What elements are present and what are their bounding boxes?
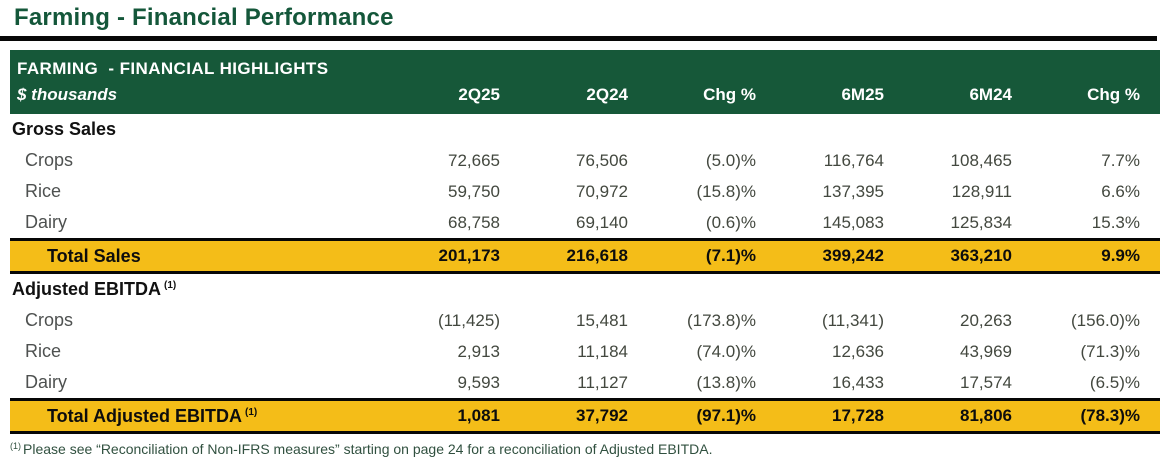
row-label: Dairy bbox=[25, 372, 68, 392]
cell-2q25: 72,665 bbox=[448, 150, 500, 170]
table-row-ebitda-crops: Crops (11,425) 15,481 (173.8)% (11,341) … bbox=[10, 305, 1160, 336]
cell-chg-q: (97.1)% bbox=[696, 406, 756, 425]
cell-6m25: 16,433 bbox=[832, 372, 884, 392]
table-row-ebitda-dairy: Dairy 9,593 11,127 (13.8)% 16,433 17,574… bbox=[10, 367, 1160, 398]
cell-6m25: 145,083 bbox=[822, 212, 884, 232]
cell-6m25: 137,395 bbox=[822, 181, 884, 201]
cell-2q24: 76,506 bbox=[576, 150, 628, 170]
cell-2q25: 2,913 bbox=[457, 341, 500, 361]
cell-6m24: 125,834 bbox=[950, 212, 1012, 232]
column-header-chg-q: Chg % bbox=[703, 85, 756, 104]
cell-2q25: 1,081 bbox=[457, 406, 500, 425]
cell-chg-q: (13.8)% bbox=[696, 372, 756, 392]
cell-chg-q: (5.0)% bbox=[705, 150, 756, 170]
cell-chg-q: (173.8)% bbox=[687, 310, 756, 330]
footnote: (1) Please see “Reconciliation of Non-IFR… bbox=[10, 441, 1169, 457]
section-label: Gross Sales bbox=[12, 119, 117, 139]
cell-2q25: 9,593 bbox=[457, 372, 500, 392]
footnote-ref: (1) bbox=[245, 406, 258, 418]
cell-6m24: 81,806 bbox=[960, 406, 1012, 425]
unit-label: $ thousands bbox=[17, 85, 118, 104]
table-row-total-adjusted-ebitda: Total Adjusted EBITDA (1) 1,081 37,792 (9… bbox=[10, 398, 1160, 434]
cell-6m25: (11,341) bbox=[821, 310, 884, 330]
cell-6m25: 399,242 bbox=[822, 246, 884, 265]
row-label: Rice bbox=[25, 181, 62, 201]
title-divider bbox=[0, 36, 1157, 41]
total-label: Total Sales bbox=[47, 245, 141, 266]
cell-chg-6m: 15.3% bbox=[1091, 212, 1140, 232]
table-header-title: FARMING - FINANCIAL HIGHLIGHTS bbox=[17, 59, 329, 78]
table-row-gross-sales-dairy: Dairy 68,758 69,140 (0.6)% 145,083 125,8… bbox=[10, 207, 1160, 238]
footnote-marker: (1) bbox=[10, 441, 21, 451]
cell-6m24: 108,465 bbox=[950, 150, 1012, 170]
table-row-gross-sales-crops: Crops 72,665 76,506 (5.0)% 116,764 108,4… bbox=[10, 145, 1160, 176]
column-header-2q24: 2Q24 bbox=[586, 85, 628, 104]
cell-chg-6m: (6.5)% bbox=[1089, 372, 1140, 392]
cell-6m25: 116,764 bbox=[823, 150, 884, 170]
cell-chg-6m: (156.0)% bbox=[1071, 310, 1140, 330]
table-row-ebitda-rice: Rice 2,913 11,184 (74.0)% 12,636 43,969 … bbox=[10, 336, 1160, 367]
cell-chg-6m: 7.7% bbox=[1101, 150, 1140, 170]
total-label: Total Adjusted EBITDA (1) bbox=[47, 405, 258, 426]
cell-chg-q: (74.0)% bbox=[696, 341, 756, 361]
cell-6m25: 12,636 bbox=[832, 341, 884, 361]
column-header-6m25: 6M25 bbox=[841, 85, 884, 104]
cell-chg-q: (7.1)% bbox=[705, 246, 756, 265]
cell-2q25: 59,750 bbox=[448, 181, 500, 201]
cell-2q25: 201,173 bbox=[438, 246, 500, 265]
cell-2q24: 37,792 bbox=[576, 406, 628, 425]
cell-chg-6m: 9.9% bbox=[1101, 246, 1140, 265]
cell-6m24: 17,574 bbox=[960, 372, 1012, 392]
cell-2q24: 216,618 bbox=[566, 246, 628, 265]
footnote-text: Please see “Reconciliation of Non-IFRS m… bbox=[23, 441, 713, 457]
cell-2q24: 11,127 bbox=[577, 372, 628, 392]
page-title: Farming - Financial Performance bbox=[14, 4, 394, 31]
cell-6m24: 43,969 bbox=[960, 341, 1012, 361]
cell-chg-6m: (78.3)% bbox=[1080, 406, 1140, 425]
footnote-ref: (1) bbox=[164, 280, 177, 291]
table-column-header-row: $ thousands 2Q25 2Q24 Chg % 6M25 6M24 Ch… bbox=[10, 83, 1160, 114]
section-label: Adjusted EBITDA (1) bbox=[12, 279, 177, 299]
cell-2q25: (11,425) bbox=[437, 310, 500, 330]
cell-6m24: 128,911 bbox=[951, 181, 1012, 201]
cell-chg-6m: (71.3)% bbox=[1080, 341, 1140, 361]
column-header-2q25: 2Q25 bbox=[458, 85, 500, 104]
column-header-6m24: 6M24 bbox=[969, 85, 1012, 104]
section-header-adjusted-ebitda: Adjusted EBITDA (1) bbox=[10, 274, 1160, 305]
row-label: Dairy bbox=[25, 212, 68, 232]
cell-6m24: 363,210 bbox=[950, 246, 1012, 265]
cell-2q25: 68,758 bbox=[448, 212, 500, 232]
row-label: Rice bbox=[25, 341, 62, 361]
section-header-gross-sales: Gross Sales bbox=[10, 114, 1160, 145]
cell-2q24: 15,481 bbox=[576, 310, 628, 330]
cell-6m25: 17,728 bbox=[832, 406, 884, 425]
cell-chg-6m: 6.6% bbox=[1101, 181, 1140, 201]
table-row-gross-sales-rice: Rice 59,750 70,972 (15.8)% 137,395 128,9… bbox=[10, 176, 1160, 207]
column-header-chg-6m: Chg % bbox=[1087, 85, 1140, 104]
row-label: Crops bbox=[25, 150, 74, 170]
cell-chg-q: (15.8)% bbox=[696, 181, 756, 201]
cell-chg-q: (0.6)% bbox=[705, 212, 756, 232]
row-label: Crops bbox=[25, 310, 74, 330]
cell-2q24: 70,972 bbox=[576, 181, 628, 201]
financial-highlights-table: FARMING - FINANCIAL HIGHLIGHTS $ thousan… bbox=[10, 50, 1160, 434]
cell-2q24: 11,184 bbox=[577, 341, 628, 361]
table-header: FARMING - FINANCIAL HIGHLIGHTS $ thousan… bbox=[10, 50, 1160, 114]
cell-2q24: 69,140 bbox=[576, 212, 628, 232]
table-row-total-sales: Total Sales 201,173 216,618 (7.1)% 399,2… bbox=[10, 238, 1160, 274]
cell-6m24: 20,263 bbox=[960, 310, 1012, 330]
